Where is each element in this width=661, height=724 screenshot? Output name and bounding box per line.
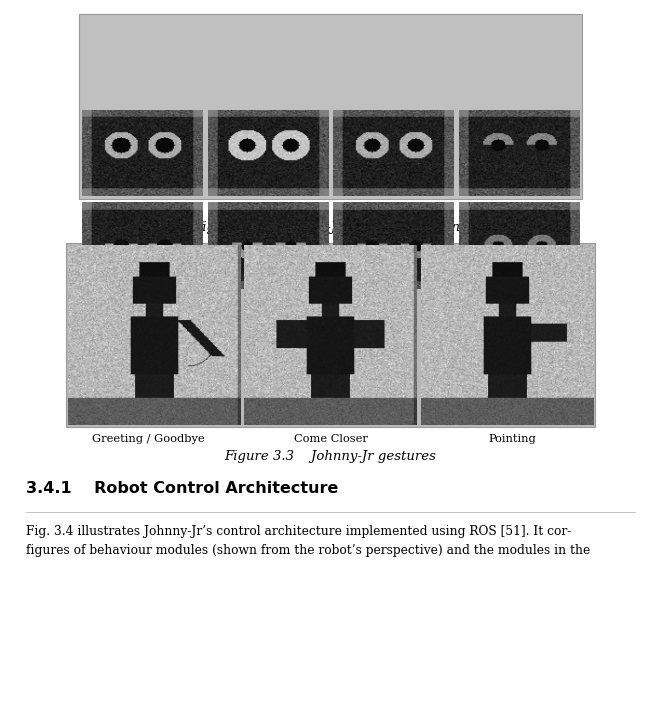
Text: Greeting / Goodbye: Greeting / Goodbye [93,434,205,445]
Text: figures of behaviour modules (shown from the robot’s perspective) and the module: figures of behaviour modules (shown from… [26,544,591,557]
Text: Figure 3.2    Johnny-Jr facial expressions: Figure 3.2 Johnny-Jr facial expressions [194,221,467,234]
Text: Sad: Sad [362,206,385,219]
Text: Pointing: Pointing [488,434,536,445]
Text: Attractive: Attractive [93,206,151,219]
Text: Fig. 3.4 illustrates Johnny-Jr’s control architecture implemented using ROS [51]: Fig. 3.4 illustrates Johnny-Jr’s control… [26,525,572,538]
Text: Figure 3.3    Johnny-Jr gestures: Figure 3.3 Johnny-Jr gestures [225,450,436,463]
Text: Come Closer: Come Closer [293,434,368,445]
Text: 3.4.1    Robot Control Architecture: 3.4.1 Robot Control Architecture [26,481,339,497]
Bar [66,243,595,427]
Bar [79,14,582,199]
Text: Angry: Angry [481,206,517,219]
Text: Happy: Happy [228,206,268,219]
